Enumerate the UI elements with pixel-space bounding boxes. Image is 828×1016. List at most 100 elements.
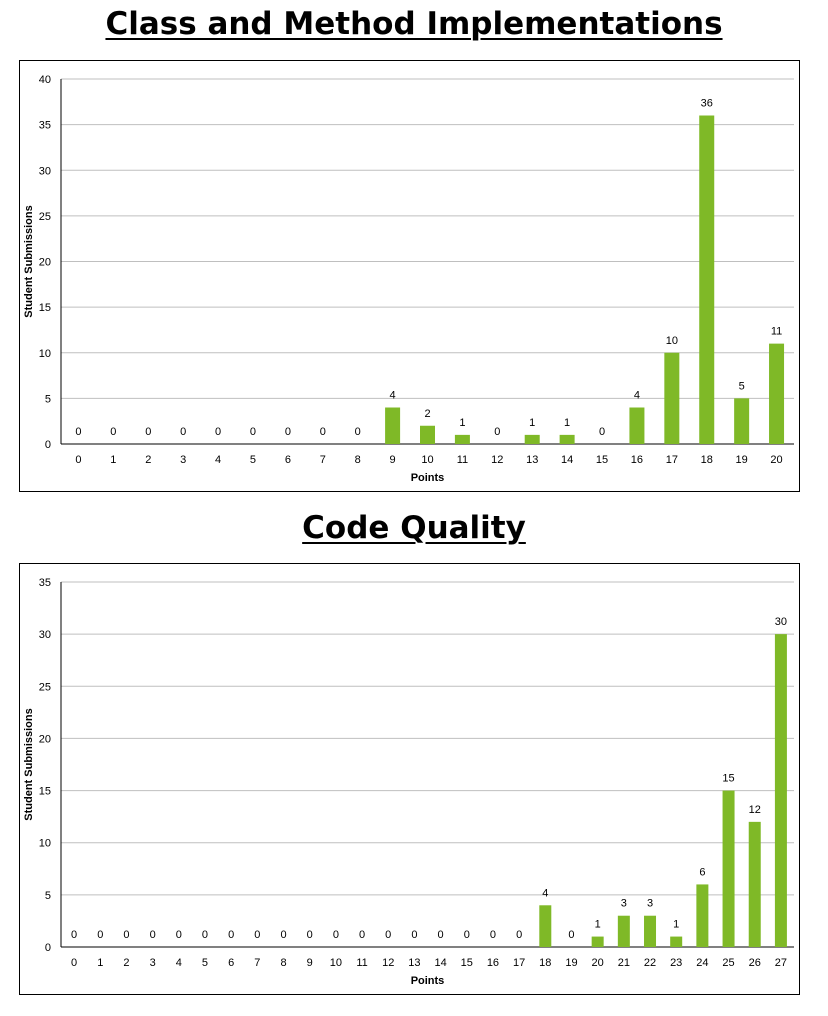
- x-tick-label: 26: [749, 957, 761, 969]
- data-label-8: 0: [355, 426, 361, 438]
- x-tick-label: 1: [97, 957, 103, 969]
- bar-26: [748, 821, 761, 947]
- x-tick-label: 22: [644, 957, 656, 969]
- y-tick-label: 30: [39, 629, 51, 641]
- data-label-1: 0: [97, 929, 103, 941]
- bar-19: [734, 398, 750, 444]
- x-tick-label: 19: [565, 957, 577, 969]
- x-tick-label: 14: [561, 454, 573, 466]
- x-tick-label: 8: [280, 957, 286, 969]
- data-label-12: 0: [494, 426, 500, 438]
- data-label-11: 0: [359, 929, 365, 941]
- x-tick-label: 13: [408, 957, 420, 969]
- data-label-26: 12: [749, 804, 761, 816]
- chart-class-method-implementations: 0 5 10 15 20 25 30 35 40 0 0 0 1 0 2 0 3 0 4 0 5 0 6 0 7 0 8 4 9 2 10 1…: [19, 60, 800, 492]
- x-tick-label: 9: [307, 957, 313, 969]
- data-label-18: 4: [542, 887, 548, 899]
- x-tick-label: 17: [513, 957, 525, 969]
- chart-title-code-quality: Code Quality: [302, 510, 526, 546]
- bar-18: [699, 115, 715, 444]
- data-label-20: 11: [771, 326, 782, 338]
- bar-22: [644, 915, 657, 947]
- data-label-19: 0: [568, 929, 574, 941]
- bar-23: [670, 936, 683, 947]
- x-tick-label: 0: [71, 957, 77, 969]
- data-label-7: 0: [254, 929, 260, 941]
- bar-25: [722, 790, 735, 947]
- x-tick-label: 23: [670, 957, 682, 969]
- x-tick-label: 24: [696, 957, 708, 969]
- data-label-2: 0: [123, 929, 129, 941]
- data-label-16: 4: [634, 390, 640, 402]
- x-tick-label: 17: [666, 454, 678, 466]
- data-label-17: 10: [666, 335, 678, 347]
- x-tick-label: 15: [596, 454, 608, 466]
- data-label-23: 1: [673, 919, 679, 931]
- bar-10: [420, 425, 435, 444]
- data-label-12: 0: [385, 929, 391, 941]
- x-tick-label: 14: [434, 957, 446, 969]
- bar-21: [617, 915, 630, 947]
- bar-14: [559, 434, 575, 444]
- x-tick-label: 16: [631, 454, 643, 466]
- x-tick-label: 11: [356, 957, 367, 969]
- x-tick-label: 4: [176, 957, 182, 969]
- y-tick-label: 40: [39, 74, 51, 86]
- bar-20: [769, 343, 785, 444]
- bar-16: [629, 407, 645, 444]
- x-tick-label: 25: [722, 957, 734, 969]
- x-tick-label: 19: [736, 454, 748, 466]
- x-tick-label: 10: [421, 454, 433, 466]
- x-tick-label: 1: [110, 454, 116, 466]
- bar-18: [539, 905, 552, 947]
- x-tick-label: 6: [228, 957, 234, 969]
- data-label-4: 0: [176, 929, 182, 941]
- y-tick-label: 30: [39, 165, 51, 177]
- x-tick-label: 0: [75, 454, 81, 466]
- bar-20: [591, 936, 604, 947]
- x-tick-label: 20: [770, 454, 782, 466]
- bar-27: [774, 634, 787, 947]
- data-label-9: 0: [307, 929, 313, 941]
- data-label-25: 15: [722, 773, 734, 785]
- y-tick-label: 15: [39, 302, 51, 314]
- data-label-3: 0: [150, 929, 156, 941]
- y-tick-label: 0: [45, 439, 51, 451]
- data-label-7: 0: [320, 426, 326, 438]
- y-axis-title: Student Submissions: [23, 708, 35, 820]
- y-tick-label: 0: [45, 942, 51, 954]
- bar-17: [664, 352, 680, 444]
- chart-svg-code-quality: 0510152025303500010203040506070809010011…: [23, 577, 794, 987]
- data-label-16: 0: [490, 929, 496, 941]
- y-tick-label: 20: [39, 257, 51, 269]
- data-label-17: 0: [516, 929, 522, 941]
- x-tick-label: 5: [202, 957, 208, 969]
- data-label-9: 4: [390, 390, 396, 402]
- data-label-1: 0: [110, 426, 116, 438]
- y-axis-title: Student Submissions: [23, 205, 35, 317]
- chart-code-quality: 0 5 10 15 20 25 30 35 0 0 0 1 0 2 0 3 0 4 0 5 0 6 0 7 0 8 0 9 0 10 0 11…: [19, 563, 800, 995]
- data-label-0: 0: [75, 426, 81, 438]
- y-tick-label: 25: [39, 211, 51, 223]
- x-tick-label: 7: [254, 957, 260, 969]
- chart-title-class-method: Class and Method Implementations: [105, 6, 723, 42]
- data-label-14: 1: [564, 417, 570, 429]
- bar-11: [454, 434, 470, 444]
- y-tick-label: 15: [39, 786, 51, 798]
- chart-svg-class-method: 0510152025303540000102030405060708492101…: [23, 74, 794, 484]
- data-label-24: 6: [699, 866, 705, 878]
- x-tick-label: 12: [491, 454, 503, 466]
- data-label-2: 0: [145, 426, 151, 438]
- data-label-4: 0: [215, 426, 221, 438]
- data-label-19: 5: [739, 380, 745, 392]
- x-tick-label: 18: [701, 454, 713, 466]
- y-tick-label: 20: [39, 733, 51, 745]
- data-label-10: 2: [424, 408, 430, 420]
- x-tick-label: 15: [461, 957, 473, 969]
- data-label-27: 30: [775, 616, 787, 628]
- x-tick-label: 11: [457, 454, 468, 466]
- x-tick-label: 20: [592, 957, 604, 969]
- x-tick-label: 12: [382, 957, 394, 969]
- data-label-6: 0: [228, 929, 234, 941]
- x-tick-label: 3: [180, 454, 186, 466]
